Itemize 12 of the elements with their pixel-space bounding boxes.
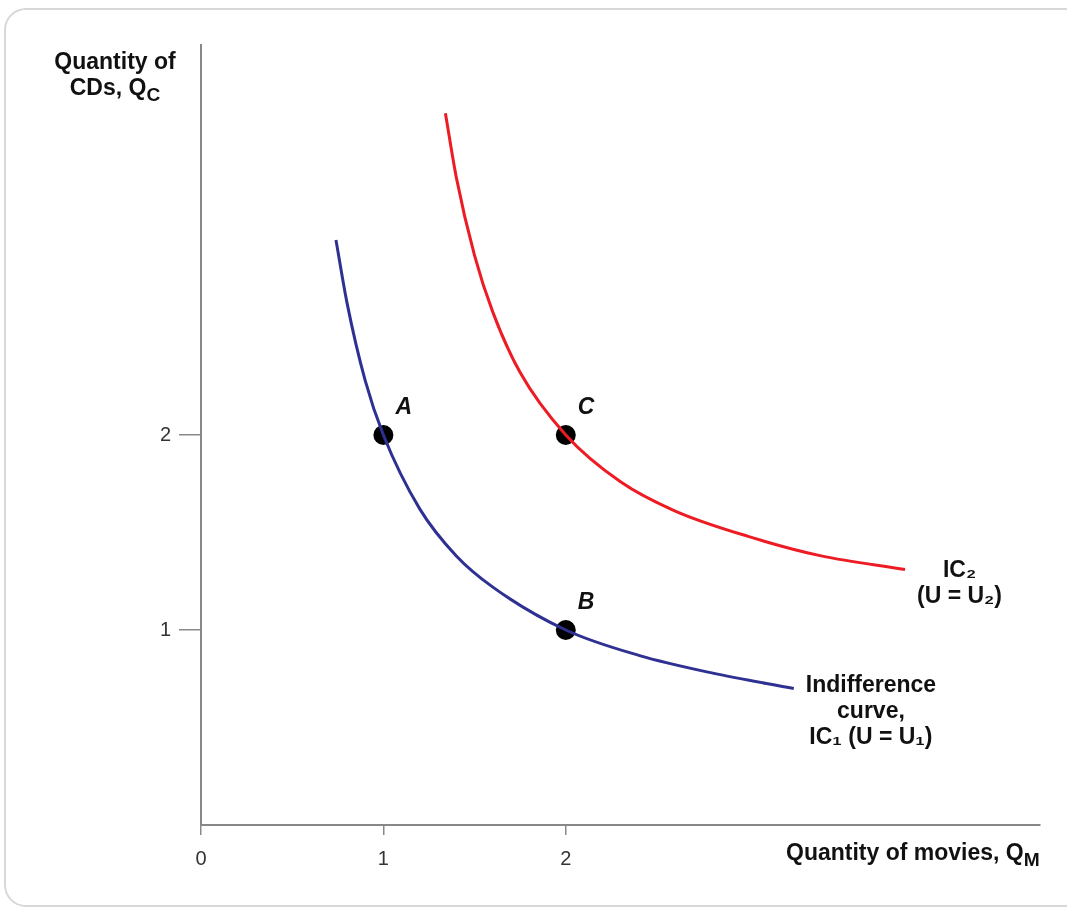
annotation: IC₂ (U = U₂) xyxy=(917,555,1002,609)
x-tick-label: 1 xyxy=(377,846,389,869)
x-tick-label: 0 xyxy=(195,846,207,869)
x-tick-label: 2 xyxy=(560,846,572,869)
line-series xyxy=(443,111,907,572)
annotation: B xyxy=(577,588,595,615)
annotation: A xyxy=(395,393,413,420)
x-axis-title: Quantity of movies, Q$_{M}$ xyxy=(786,839,1040,871)
line-series xyxy=(334,238,796,690)
y-axis-title: Quantity of CDs, Q$_{C}$ xyxy=(53,48,177,107)
annotation: Indifference curve, IC₁ (U = U₁) xyxy=(805,670,937,750)
annotation: C xyxy=(577,393,595,420)
